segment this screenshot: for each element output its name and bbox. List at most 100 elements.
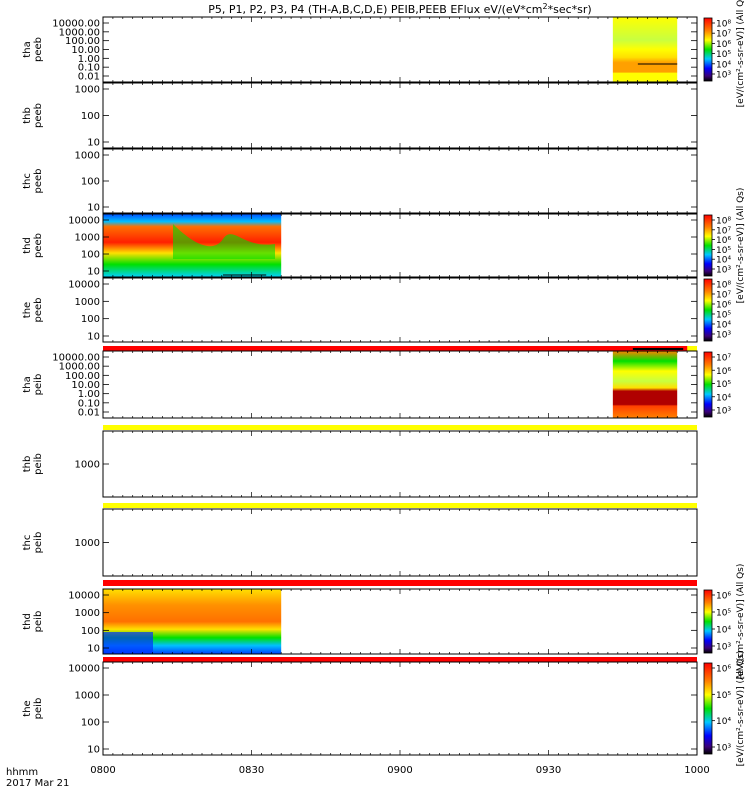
panel-thc-peib: 1000 thc peib — [22, 508, 698, 577]
y-tick-label: 10000 — [68, 280, 100, 291]
y-tick-label: 1000 — [75, 608, 100, 619]
colorbar-tick-label: 10³ — [716, 744, 731, 754]
spectrogram-block — [612, 351, 678, 418]
colorbar-tick-label: 10⁴ — [716, 321, 731, 331]
colorbar-tick-label: 10⁶ — [716, 40, 731, 50]
colorbar-scale — [703, 17, 713, 82]
y-tick-label: 1000 — [75, 460, 100, 471]
colorbar-title: [eV/(cm²-s-sr-eV)] (All Qs) — [736, 188, 746, 304]
saturation-bar — [103, 580, 697, 586]
x-tick-label: 0930 — [536, 765, 561, 776]
panel-frame — [102, 430, 698, 498]
spectrogram-dip — [173, 224, 275, 259]
y-tick-label: 10000 — [68, 216, 100, 227]
colorbar-tick-label: 10⁴ — [716, 256, 731, 266]
panel-label-probe: the — [22, 700, 33, 716]
colorbar-tick-label: 10⁵ — [716, 609, 731, 619]
colorbar-tick-label: 10⁵ — [716, 380, 731, 390]
y-tick-label: 10 — [87, 267, 100, 278]
colorbar-tick-label: 10⁶ — [716, 301, 731, 311]
panel-label-product: peeb — [33, 233, 44, 258]
panel-label-probe: thb — [22, 456, 33, 473]
colorbar-tick-label: 10⁸ — [716, 20, 731, 30]
colorbar-scale — [703, 662, 713, 755]
panel-thd-peib: 10000 1000 100 10 thd peib 10⁶ 10⁵ 10⁴ 10³ [eV/(cm… — [22, 564, 746, 680]
colorbar-tick-label: 10⁵ — [716, 50, 731, 60]
y-tick-label: 1000 — [75, 233, 100, 244]
x-tick-label: 0830 — [239, 765, 264, 776]
time-axis: 0800 0830 0900 0930 1000 — [90, 765, 709, 776]
colorbar-tick-label: 10⁷ — [716, 354, 731, 364]
panel-frame — [102, 277, 698, 343]
panel-frame — [102, 661, 698, 756]
panel-label-product: peib — [33, 611, 44, 633]
panels: 10000.001000.00100.0010.001.000.100.01th… — [22, 0, 746, 766]
saturation-bar — [103, 503, 697, 508]
panel-label-product: peeb — [33, 37, 44, 62]
panel-label-product: peib — [33, 532, 44, 554]
panel-label-probe: thd — [22, 237, 33, 254]
colorbar-scale — [703, 351, 713, 418]
x-tick-label: 1000 — [684, 765, 709, 776]
y-tick-label: 1000 — [75, 538, 100, 549]
panel-frame — [102, 350, 698, 419]
x-tick-label: 0900 — [387, 765, 412, 776]
colorbar-title: [eV/(cm²-s-sr-eV)] (All Qs) — [736, 651, 746, 767]
colorbar-title: [eV/(cm²-s-sr-eV)] (All Qs) — [736, 564, 746, 680]
panel-label-probe: thb — [22, 107, 33, 124]
colorbar-tick-label: 10⁷ — [716, 226, 731, 236]
y-tick-label: 10 — [87, 644, 100, 655]
y-tick-label: 1000.00 — [59, 27, 100, 38]
y-tick-label: 0.01 — [78, 72, 100, 83]
x-tick-label: 0800 — [90, 765, 115, 776]
colorbar-tick-label: 10⁶ — [716, 592, 731, 602]
colorbar-tick-label: 10⁵ — [716, 691, 731, 701]
y-tick-label: 10 — [87, 745, 100, 756]
y-tick-label: 100 — [81, 250, 100, 261]
panel-thb-peeb: 1000 100 10 thb peeb — [22, 82, 698, 149]
colorbar-tick-label: 10⁶ — [716, 367, 731, 377]
panel-label-product: peeb — [33, 298, 44, 323]
panel-label-product: peib — [33, 453, 44, 475]
colorbar-tick-label: 10⁷ — [716, 30, 731, 40]
spectrogram-block — [612, 17, 678, 82]
colorbar-tick-label: 10³ — [716, 331, 731, 341]
spectrogram-low-band — [103, 632, 153, 654]
colorbar-tick-label: 10⁸ — [716, 217, 731, 227]
colorbar-scale — [703, 214, 713, 277]
panel-frame — [102, 508, 698, 577]
panel-label-probe: tha — [22, 376, 33, 392]
y-tick-label: 10 — [87, 332, 100, 343]
panel-label-probe: the — [22, 302, 33, 318]
panel-label-product: peib — [33, 698, 44, 720]
colorbar-tick-label: 10⁴ — [716, 60, 731, 70]
colorbar-tick-label: 10⁶ — [716, 665, 731, 675]
panel-thb-peib: 1000 thb peib — [22, 430, 698, 498]
panel-label-probe: thd — [22, 613, 33, 630]
colorbar-tick-label: 10³ — [716, 266, 731, 276]
panel-the-peib: 10000 1000 100 10 the peib 10⁶ 10⁵ 10⁴ 10³ [eV/(cm… — [22, 651, 746, 767]
time-format-label: hhmm — [6, 767, 38, 778]
y-tick-label: 1000 — [75, 297, 100, 308]
colorbar-tick-label: 10⁷ — [716, 291, 731, 301]
panel-frame — [102, 148, 698, 214]
saturation-bar-tail — [687, 346, 697, 351]
y-tick-label: 0.10 — [78, 398, 100, 409]
y-tick-label: 10000.00 — [52, 19, 100, 30]
y-tick-label: 10 — [87, 203, 100, 214]
panel-label-product: peeb — [33, 103, 44, 128]
colorbar-tick-label: 10⁴ — [716, 717, 731, 727]
colorbar-tick-label: 10⁴ — [716, 626, 731, 636]
y-tick-label: 10000 — [68, 664, 100, 675]
colorbar-scale — [703, 589, 713, 654]
y-tick-label: 10 — [87, 138, 100, 149]
saturation-bar — [103, 346, 697, 351]
y-tick-label: 1000 — [75, 691, 100, 702]
panel-label-probe: thc — [22, 535, 33, 551]
y-tick-label: 10000.00 — [52, 353, 100, 364]
